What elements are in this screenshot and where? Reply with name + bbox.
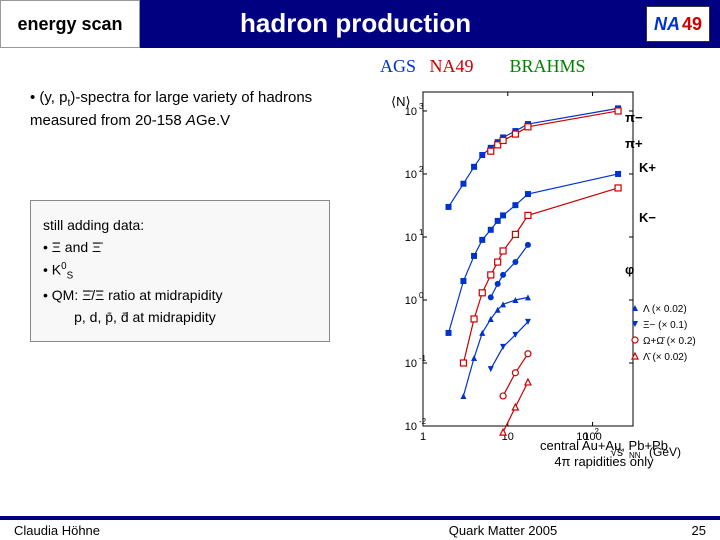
svg-text:0: 0 — [419, 291, 424, 300]
svg-text:-1: -1 — [419, 354, 427, 363]
spectra-bullet: • (y, pt)-spectra for large variety of h… — [30, 88, 360, 130]
svg-text:K+: K+ — [639, 160, 656, 175]
chart-caption: central Au+Au, Pb+Pb4π rapidities only — [540, 438, 668, 469]
svg-text:1: 1 — [420, 431, 426, 443]
still-adding-box: still adding data: • Ξ and Ξ̄ • K0S • QM… — [30, 200, 330, 342]
svg-text:10: 10 — [405, 169, 417, 181]
experiment-labels: AGS NA49 BRAHMS — [380, 56, 586, 77]
svg-text:K−: K− — [639, 210, 656, 225]
svg-text:10: 10 — [405, 295, 417, 307]
svg-text:10: 10 — [405, 421, 417, 433]
slide-title: hadron production — [240, 8, 471, 39]
brahms-label: BRAHMS — [510, 56, 586, 76]
box-line5: p, d, p̄, d̄ at midrapidity — [43, 309, 317, 325]
svg-text:Λ̄ (× 0.02): Λ̄ (× 0.02) — [643, 352, 687, 363]
svg-text:Λ (× 0.02): Λ (× 0.02) — [643, 304, 687, 315]
box-line3: • K0S — [43, 261, 317, 281]
svg-text:10: 10 — [405, 358, 417, 370]
footer-conference: Quark Matter 2005 — [340, 523, 666, 538]
svg-text:π+: π+ — [625, 136, 643, 151]
ags-label: AGS — [380, 56, 416, 76]
svg-text:Ξ− (× 0.1): Ξ− (× 0.1) — [643, 320, 687, 331]
footer-page: 25 — [666, 523, 706, 538]
box-line1: still adding data: — [43, 217, 317, 233]
svg-text:Ω+Ω̄ (× 0.2): Ω+Ω̄ (× 0.2) — [643, 336, 696, 347]
svg-text:π−: π− — [625, 110, 643, 125]
energy-scan-tab: energy scan — [0, 0, 140, 48]
logo-49: 49 — [682, 14, 702, 35]
logo-na: NA — [654, 14, 680, 35]
svg-text:⟨N⟩: ⟨N⟩ — [391, 94, 411, 109]
svg-text:2: 2 — [595, 427, 600, 436]
na49-label: NA49 — [430, 56, 474, 76]
footer-author: Claudia Höhne — [14, 523, 340, 538]
na49-logo: NA 49 — [646, 6, 710, 42]
svg-text:10: 10 — [405, 232, 417, 244]
svg-text:2: 2 — [419, 165, 424, 174]
footer: Claudia Höhne Quark Matter 2005 25 — [0, 516, 720, 540]
svg-text:1: 1 — [419, 228, 424, 237]
box-line2: • Ξ and Ξ̄ — [43, 239, 317, 255]
box-line4: • QM: Ξ̄/Ξ ratio at midrapidity — [43, 287, 317, 303]
multiplicity-chart: 10-210-1100101102103110100102⟨N⟩√sNN(GeV… — [375, 82, 707, 460]
svg-text:φ: φ — [625, 262, 634, 277]
header-bar: energy scan hadron production NA 49 — [0, 0, 720, 48]
svg-text:3: 3 — [419, 102, 424, 111]
